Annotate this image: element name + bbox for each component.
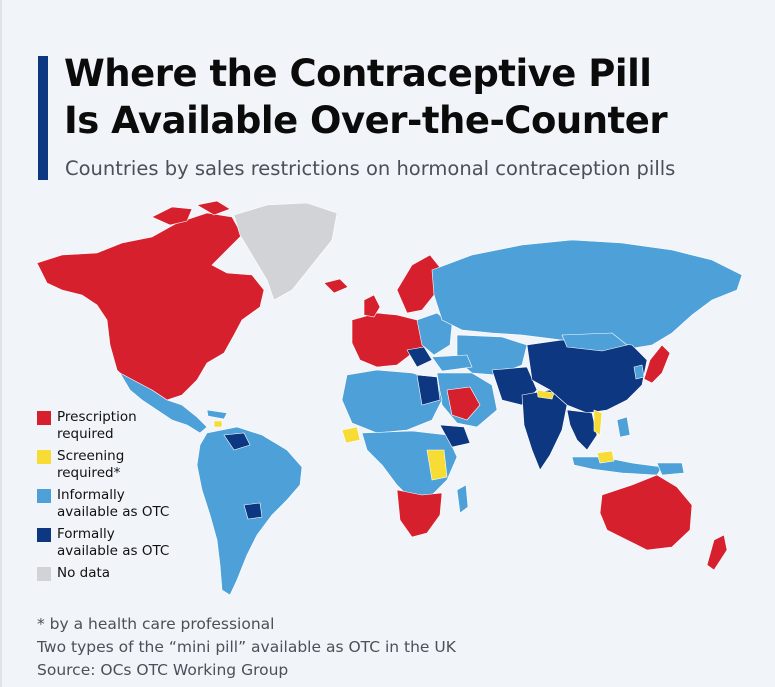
source-note: Source: OCs OTC Working Group: [37, 661, 289, 679]
region-korea: [633, 364, 645, 380]
region-madagascar: [456, 484, 469, 514]
region-caribbean-screening: [213, 420, 223, 428]
region-indonesia: [571, 456, 663, 476]
region-papua: [656, 462, 685, 476]
region-greenland: [233, 202, 338, 301]
legend-label-formal: Formally available as OTC: [57, 526, 170, 559]
footnote-mini-pill: Two types of the “mini pill” available a…: [37, 638, 456, 656]
region-arctic-islands: [151, 200, 231, 226]
region-russia: [431, 239, 743, 351]
map-legend: Prescription required Screening required…: [37, 409, 217, 587]
legend-label-no-data: No data: [57, 565, 111, 581]
region-indonesia-screening: [596, 450, 615, 464]
region-east-africa: [426, 449, 448, 481]
legend-item-no-data: No data: [37, 565, 217, 582]
region-north-america: [36, 212, 265, 401]
legend-swatch-prescription: [37, 411, 51, 425]
legend-swatch-formal: [37, 528, 51, 542]
legend-swatch-informal: [37, 489, 51, 503]
legend-swatch-no-data: [37, 567, 51, 581]
region-north-africa: [341, 369, 443, 434]
region-venezuela: [223, 432, 251, 451]
region-mexico: [119, 372, 208, 434]
footnote-screening: * by a health care professional: [37, 615, 275, 633]
region-egypt: [416, 374, 441, 406]
region-turkey: [431, 354, 473, 372]
chart-subtitle: Countries by sales restrictions on hormo…: [65, 157, 676, 180]
region-mongolia: [561, 332, 628, 352]
region-nepal: [536, 389, 555, 400]
region-uk: [363, 294, 381, 318]
title-accent-bar: [38, 56, 48, 180]
footer-notes: * by a health care professional Two type…: [37, 613, 757, 682]
world-map: [36, 200, 743, 596]
region-iceland: [323, 278, 349, 294]
legend-label-screening: Screening required*: [57, 448, 125, 481]
title-line-1: Where the Contraceptive Pill: [64, 52, 652, 95]
legend-item-informal: Informally available as OTC: [37, 487, 217, 521]
region-southeast-asia: [566, 409, 598, 451]
region-caribbean: [206, 409, 228, 420]
region-ethiopia: [439, 424, 471, 448]
region-southern-africa: [396, 489, 443, 538]
legend-swatch-screening: [37, 450, 51, 464]
region-eastern-europe: [416, 312, 453, 356]
legend-item-prescription: Prescription required: [37, 409, 217, 443]
region-saudi-arabia: [446, 386, 481, 421]
region-new-zealand: [706, 534, 728, 571]
legend-label-informal: Informally available as OTC: [57, 487, 170, 520]
title-line-2: Is Available Over-the-Counter: [64, 99, 668, 142]
region-japan: [643, 344, 671, 384]
legend-label-prescription: Prescription required: [57, 409, 137, 442]
region-vietnam: [593, 409, 603, 436]
region-balkans: [406, 346, 433, 368]
legend-item-formal: Formally available as OTC: [37, 526, 217, 560]
region-india: [521, 389, 568, 471]
legend-item-screening: Screening required*: [37, 448, 217, 482]
chart-title: Where the Contraceptive Pill Is Availabl…: [64, 50, 764, 144]
region-west-africa: [341, 426, 361, 444]
region-paraguay: [243, 502, 263, 520]
region-philippines: [616, 416, 631, 438]
region-australia: [599, 474, 693, 551]
